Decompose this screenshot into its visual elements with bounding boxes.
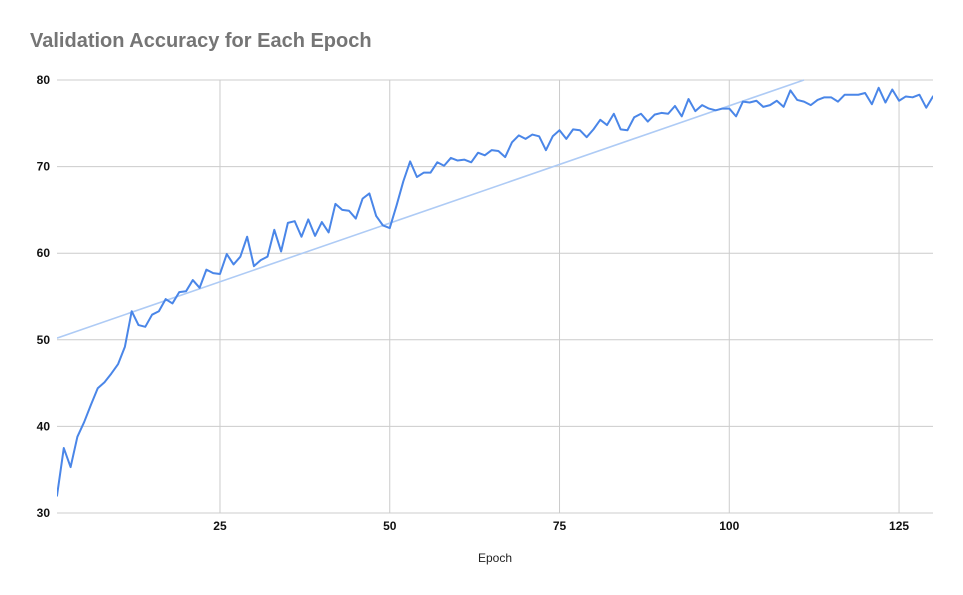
- y-tick-label-30: 30: [37, 506, 51, 520]
- x-tick-label-100: 100: [719, 519, 739, 533]
- x-tick-label-50: 50: [383, 519, 397, 533]
- x-tick-label-25: 25: [213, 519, 227, 533]
- x-tick-label-75: 75: [553, 519, 567, 533]
- x-axis-title: Epoch: [478, 551, 512, 565]
- x-tick-label-125: 125: [889, 519, 909, 533]
- series-line: [57, 86, 933, 497]
- y-axis-ticks: 30 40 50 60 70 80: [37, 73, 51, 520]
- chart-title: Validation Accuracy for Each Epoch: [30, 30, 372, 52]
- y-tick-label-60: 60: [37, 246, 51, 260]
- series-group: [57, 86, 933, 497]
- y-tick-label-50: 50: [37, 333, 51, 347]
- y-tick-label-80: 80: [37, 73, 51, 87]
- y-tick-label-70: 70: [37, 160, 51, 174]
- trendline-group: [57, 79, 805, 339]
- gridlines: [57, 79, 933, 514]
- y-tick-label-40: 40: [37, 419, 51, 433]
- x-axis-ticks: 25 50 75 100 125: [213, 519, 909, 533]
- trendline: [57, 79, 805, 339]
